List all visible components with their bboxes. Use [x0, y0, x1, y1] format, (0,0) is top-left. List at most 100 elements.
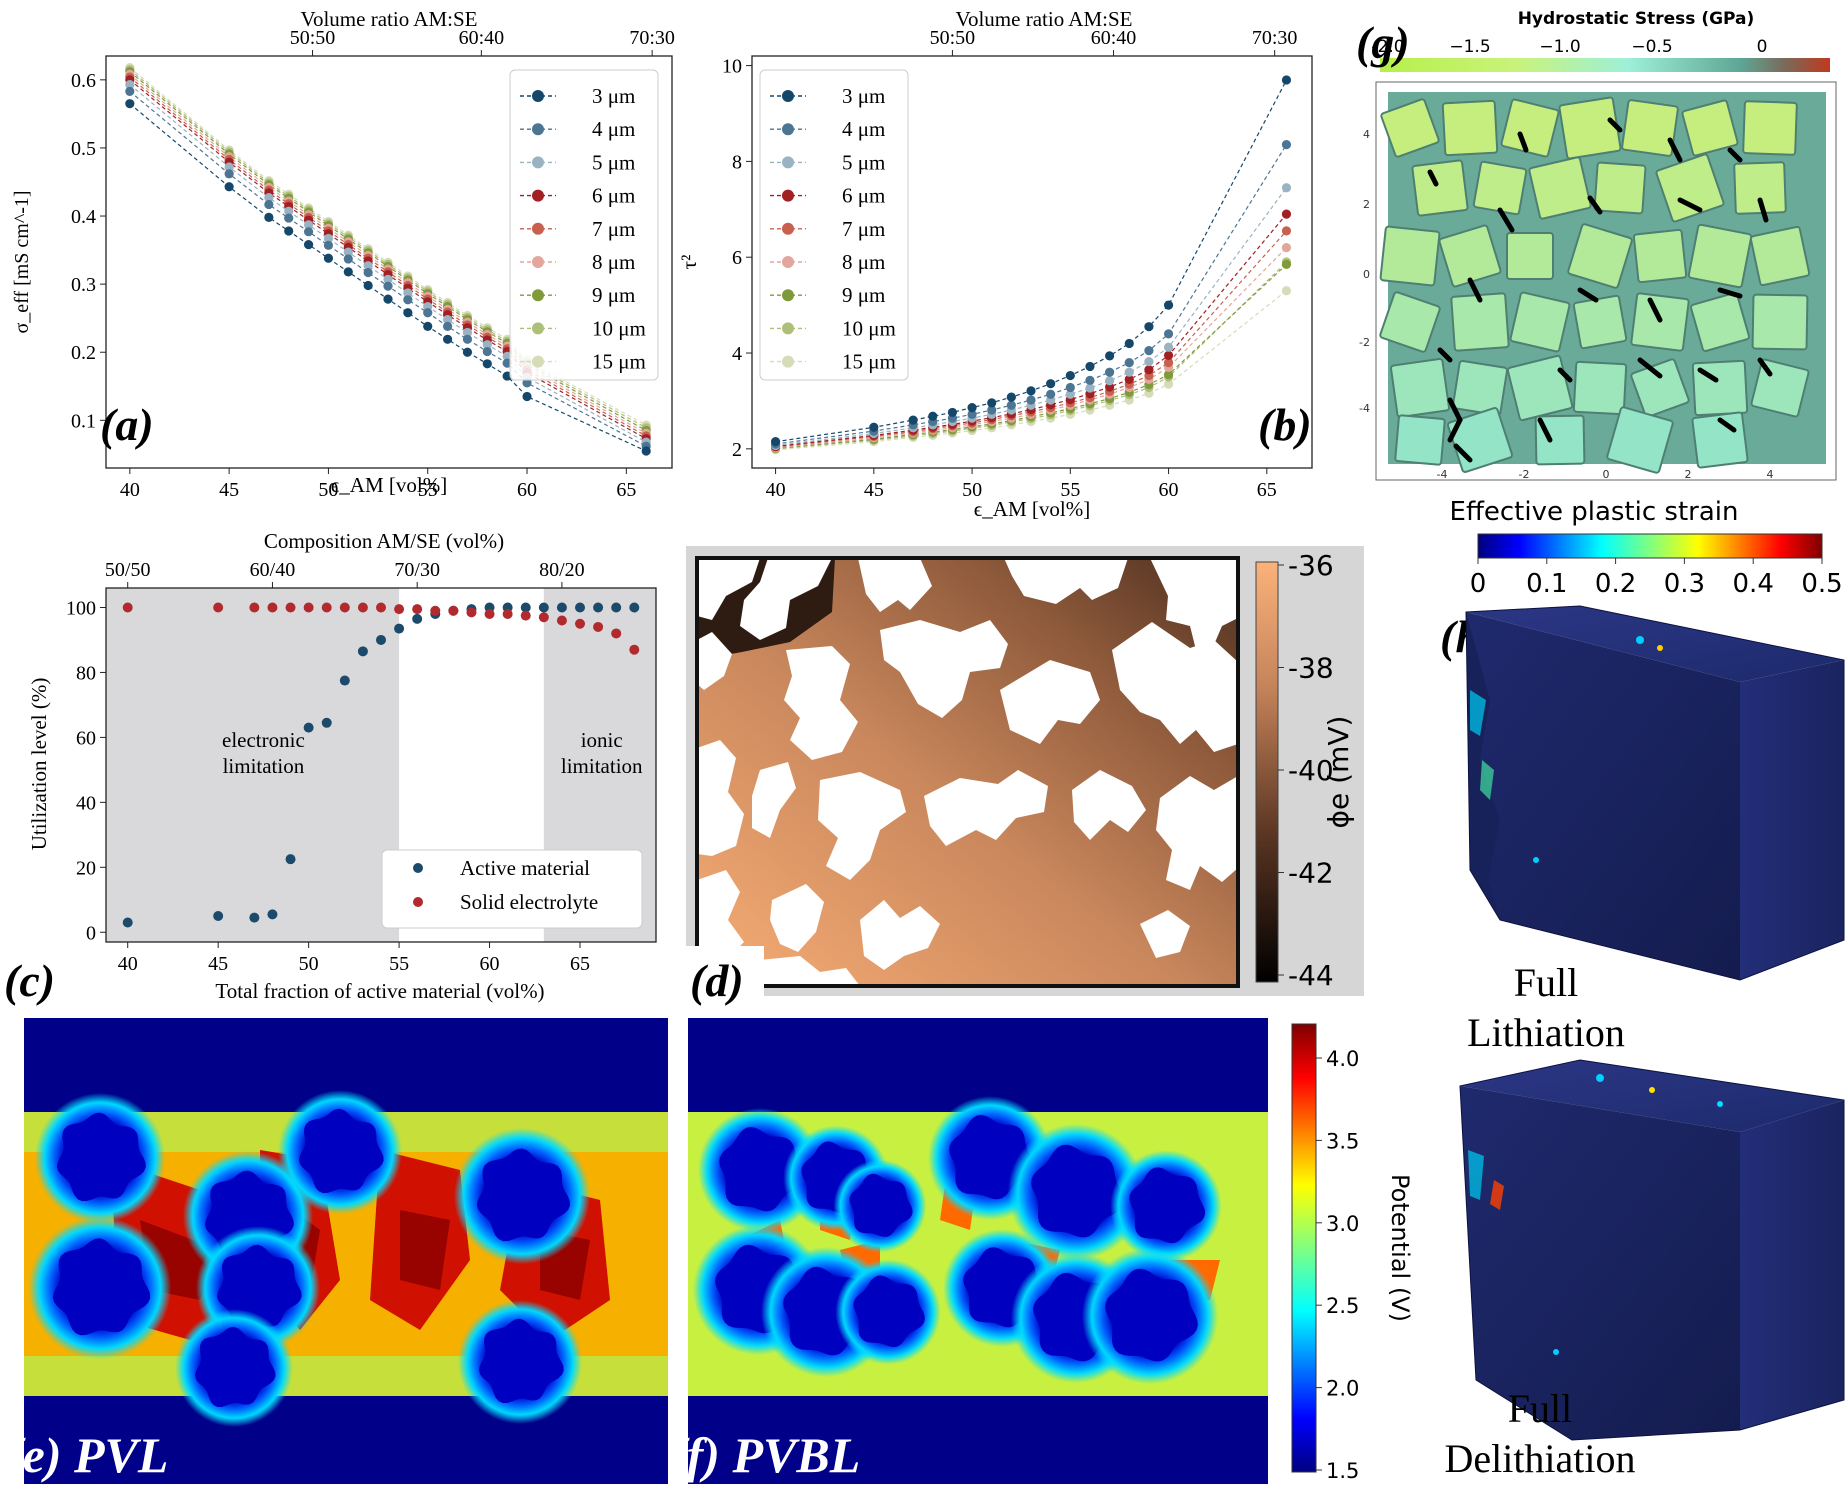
- data-point: [1163, 379, 1174, 389]
- particle: [1105, 1268, 1198, 1362]
- panel-b-label: (b): [1258, 399, 1312, 450]
- panel-e-label: (e) PVL: [6, 1427, 168, 1483]
- square-particle: [1379, 291, 1441, 353]
- data-point: [593, 621, 604, 632]
- top-tick-label: 60:40: [459, 27, 505, 49]
- data-point: [383, 274, 393, 284]
- square-particle: [1606, 406, 1674, 474]
- legend-marker: [532, 90, 544, 102]
- data-point: [928, 411, 938, 421]
- y-tick-label: 20: [76, 857, 96, 879]
- particle: [52, 1238, 151, 1336]
- legend-label: 8 μm: [592, 250, 635, 274]
- colorbar-tick-label: 0.3: [1664, 569, 1705, 599]
- colorbar-tick-label: 2.0: [1326, 1377, 1359, 1401]
- x-tick-label: 50: [299, 953, 319, 975]
- panel-g-colorbar-title: Hydrostatic Stress (GPa): [1518, 9, 1755, 29]
- square-particle: [1506, 354, 1574, 422]
- colorbar-tick-label: 0.1: [1526, 569, 1567, 599]
- square-particle: [1528, 156, 1592, 220]
- y-tick-label: 10: [722, 56, 742, 78]
- data-point: [1281, 226, 1292, 236]
- data-point: [285, 854, 296, 865]
- data-point: [1065, 382, 1075, 393]
- particle: [849, 1173, 913, 1237]
- series-line: [775, 247, 1287, 449]
- top-tick-label: 60:40: [1091, 27, 1137, 49]
- data-point: [462, 347, 473, 357]
- data-point: [502, 608, 513, 619]
- data-point: [770, 437, 781, 447]
- panel-a: 40 45 50 55 60 65 0.1 0.2 0.3 0.4 0.5 0.6 50:50 60:40…: [11, 7, 675, 501]
- panel-g-axes: [1375, 81, 1837, 481]
- panel-d-colorbar: [1255, 561, 1279, 983]
- legend-marker: [782, 90, 794, 102]
- square-particle: [1572, 294, 1628, 350]
- data-point: [538, 612, 549, 623]
- y-tick-label: 40: [76, 792, 96, 814]
- data-point: [502, 351, 512, 361]
- colorbar-tick-label: −1.0: [1539, 37, 1580, 57]
- x-tick-label: 50: [962, 479, 982, 501]
- data-point: [1124, 358, 1134, 368]
- panel-c-label: (c): [4, 955, 55, 1006]
- g-x-tick-label: 0: [1603, 468, 1610, 481]
- data-point: [1124, 338, 1134, 349]
- legend-marker: [782, 256, 794, 268]
- legend-label: 9 μm: [592, 283, 635, 307]
- top-tick-label: 50:50: [290, 27, 336, 49]
- data-point: [284, 213, 294, 223]
- data-point: [575, 602, 586, 613]
- panel-d-label-box: [686, 946, 764, 1002]
- data-point: [403, 295, 413, 305]
- data-point: [321, 717, 332, 728]
- colorbar-tick-label: 3.0: [1326, 1212, 1359, 1236]
- panel-g-colorbar: [1380, 58, 1830, 72]
- data-point: [125, 86, 135, 97]
- colorbar-tick-label: 2.5: [1326, 1294, 1359, 1318]
- delithiation-label-line2: Delithiation: [1444, 1436, 1635, 1481]
- panel-b: 40 45 50 55 60 65 2 4 6 8 10 50:50 60:40 70:30 Volume…: [677, 7, 1313, 521]
- data-point: [1281, 259, 1292, 269]
- data-point: [323, 233, 334, 244]
- y-tick-label: 0.3: [71, 274, 96, 296]
- legend-label: 8 μm: [842, 250, 885, 274]
- data-point: [264, 212, 274, 222]
- data-point: [987, 405, 997, 415]
- square-particle: [1687, 223, 1753, 289]
- y-tick-label: 0.1: [71, 410, 96, 432]
- data-point: [1006, 392, 1016, 402]
- series-line: [775, 261, 1287, 450]
- legend-label: 15 μm: [842, 350, 896, 374]
- x-tick-label: 40: [118, 953, 138, 975]
- colorbar-tick-label: −1.5: [1449, 37, 1490, 57]
- data-point: [412, 604, 423, 615]
- y-tick-label: 0.5: [71, 138, 96, 160]
- particle: [479, 1318, 564, 1404]
- square-particle: [1749, 225, 1811, 287]
- legend-label: 6 μm: [592, 184, 635, 208]
- data-point: [1085, 375, 1095, 385]
- legend-marker: [782, 123, 794, 136]
- data-point: [122, 602, 133, 613]
- panel-b-xlabel: ϵ_AM [vol%]: [974, 497, 1090, 521]
- data-point: [357, 646, 368, 657]
- colorbar-tick-label: -40: [1288, 754, 1334, 787]
- colorbar-tick-label: −0.5: [1631, 37, 1672, 57]
- legend-label: 5 μm: [592, 150, 635, 174]
- data-point: [1026, 386, 1036, 396]
- top-tick-label: 70:30: [1252, 27, 1298, 49]
- particle: [217, 1244, 302, 1330]
- series-line: [775, 230, 1287, 448]
- data-point: [267, 909, 278, 920]
- data-point: [1281, 75, 1292, 85]
- panel-a-ylabel: σ_eff [mS cm^-1]: [11, 190, 33, 333]
- panel-h-colorbar: [1477, 533, 1823, 559]
- top-tick-label: 60/40: [250, 559, 296, 581]
- data-point: [1144, 365, 1154, 375]
- panel-e: (e) PVL: [6, 1018, 668, 1484]
- legend-marker: [782, 189, 794, 202]
- x-tick-label: 65: [616, 479, 636, 501]
- panel-d-frame: [695, 556, 1240, 988]
